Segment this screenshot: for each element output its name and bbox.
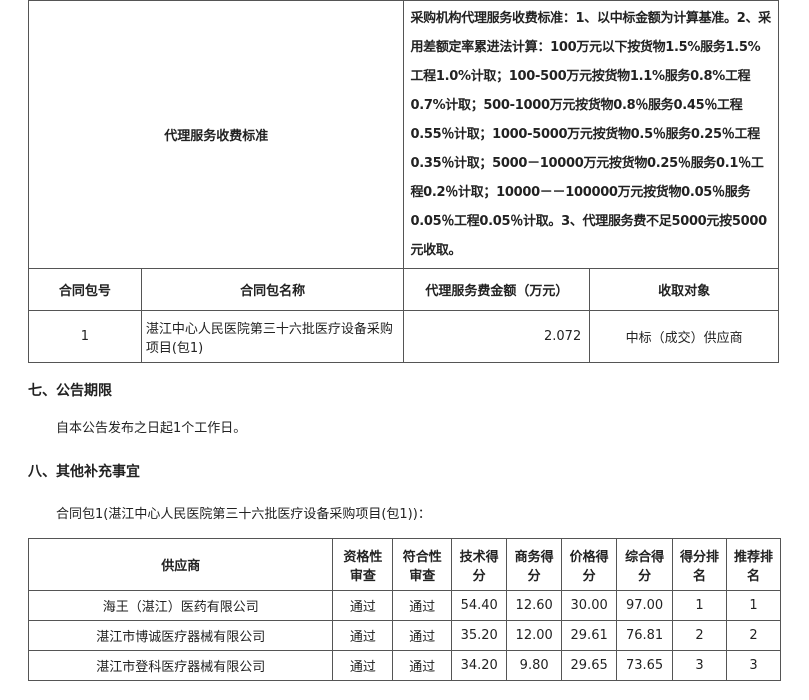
score-rank: 1 xyxy=(672,590,727,621)
header-fee-amount: 代理服务费金额（万元） xyxy=(403,268,591,311)
package-no: 1 xyxy=(28,310,142,363)
qualification: 通过 xyxy=(332,590,394,621)
tech-score: 35.20 xyxy=(451,620,508,651)
qualification: 通过 xyxy=(332,620,394,651)
total-score: 76.81 xyxy=(616,620,674,651)
section-8-text: 合同包1(湛江中心人民医院第三十六批医疗设备采购项目(包1))： xyxy=(56,507,431,522)
table-row: 1 湛江中心人民医院第三十六批医疗设备采购项目(包1) 2.072 中标（成交）… xyxy=(28,310,779,363)
compliance: 通过 xyxy=(392,590,453,621)
header-business-score: 商务得分 xyxy=(506,538,563,591)
total-score: 73.65 xyxy=(616,650,674,681)
header-package-no: 合同包号 xyxy=(28,268,142,311)
header-payer: 收取对象 xyxy=(589,268,779,311)
table-row: 海王（湛江）医药有限公司 通过 通过 54.40 12.60 30.00 97.00 1 1 xyxy=(27,590,781,621)
supplier: 湛江市登科医疗器械有限公司 xyxy=(27,650,334,681)
business-score: 9.80 xyxy=(506,650,563,681)
score-rank: 3 xyxy=(672,650,727,681)
tech-score: 54.40 xyxy=(451,590,508,621)
compliance: 通过 xyxy=(392,620,453,651)
fee-amount: 2.072 xyxy=(403,310,591,363)
header-total-score: 综合得分 xyxy=(616,538,674,591)
recommend-rank: 3 xyxy=(726,650,781,681)
table-row: 湛江市博诚医疗器械有限公司 通过 通过 35.20 12.00 29.61 76.81 2 2 xyxy=(27,620,781,651)
qualification: 通过 xyxy=(332,650,394,681)
tech-score: 34.20 xyxy=(451,650,508,681)
fee-standard-label: 代理服务收费标准 xyxy=(27,0,405,269)
section-7-text: 自本公告发布之日起1个工作日。 xyxy=(56,421,247,436)
evaluation-table: 供应商 资格性审查 符合性审查 技术得分 商务得分 价格得分 综合得分 得分排名… xyxy=(27,538,781,681)
header-qualification: 资格性审查 xyxy=(332,538,394,591)
header-score-rank: 得分排名 xyxy=(672,538,727,591)
supplier: 海王（湛江）医药有限公司 xyxy=(27,590,334,621)
price-score: 30.00 xyxy=(561,590,618,621)
table-row: 湛江市登科医疗器械有限公司 通过 通过 34.20 9.80 29.65 73.65 3 3 xyxy=(27,650,781,681)
price-score: 29.61 xyxy=(561,620,618,651)
business-score: 12.00 xyxy=(506,620,563,651)
header-compliance: 符合性审查 xyxy=(392,538,453,591)
business-score: 12.60 xyxy=(506,590,563,621)
payer: 中标（成交）供应商 xyxy=(589,310,779,363)
compliance: 通过 xyxy=(392,650,453,681)
package-name: 湛江中心人民医院第三十六批医疗设备采购项目(包1) xyxy=(140,310,405,363)
recommend-rank: 2 xyxy=(726,620,781,651)
score-rank: 2 xyxy=(672,620,727,651)
header-tech-score: 技术得分 xyxy=(451,538,508,591)
header-recommend-rank: 推荐排名 xyxy=(726,538,781,591)
header-package-name: 合同包名称 xyxy=(140,268,405,311)
total-score: 97.00 xyxy=(616,590,674,621)
agency-fee-table: 代理服务收费标准 采购机构代理服务收费标准：1、以中标金额为计算基准。2、采用差… xyxy=(27,0,779,363)
header-supplier: 供应商 xyxy=(27,538,334,591)
recommend-rank: 1 xyxy=(726,590,781,621)
fee-standard-content: 采购机构代理服务收费标准：1、以中标金额为计算基准。2、采用差额定率累进法计算：… xyxy=(403,0,779,269)
header-price-score: 价格得分 xyxy=(561,538,618,591)
price-score: 29.65 xyxy=(561,650,618,681)
section-8-title: 八、其他补充事宜 xyxy=(28,464,140,480)
supplier: 湛江市博诚医疗器械有限公司 xyxy=(27,620,334,651)
section-7-title: 七、公告期限 xyxy=(28,383,112,399)
